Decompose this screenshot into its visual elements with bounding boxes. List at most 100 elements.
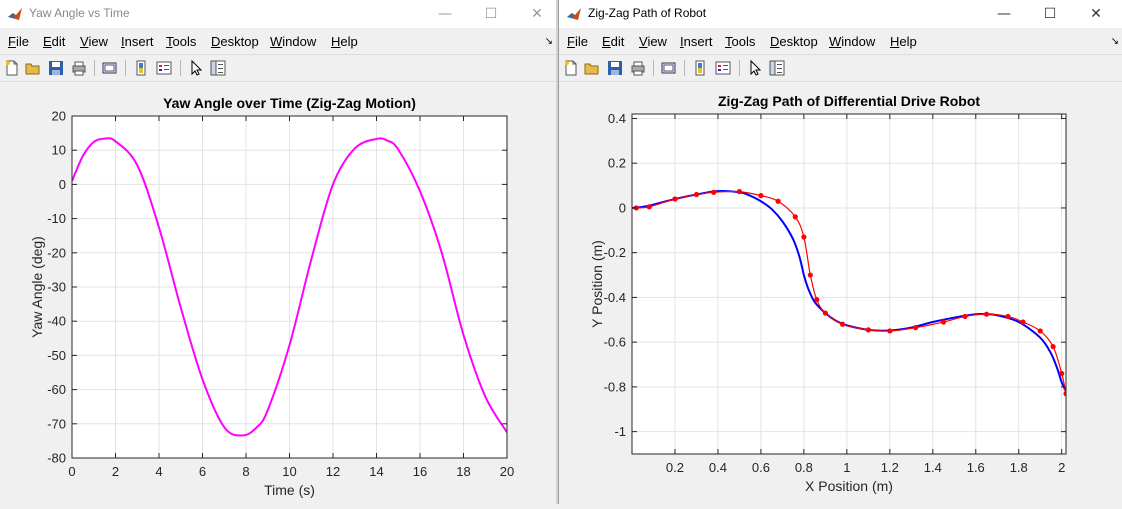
data-point	[962, 313, 968, 320]
data-point	[1050, 344, 1056, 350]
yaw-angle-chart[interactable]: 0 2 4 6 8 10 12 14 16 18 20 20 10 0 -10 -20 -30 -40 -50 -60…	[0, 82, 556, 504]
print-icon[interactable]	[70, 59, 88, 77]
y-tick-label: 0.4	[608, 111, 626, 126]
data-point	[839, 321, 846, 327]
y-tick-label: -20	[47, 245, 66, 260]
edit-plot-icon[interactable]	[746, 59, 764, 77]
toolbar-separator	[125, 60, 126, 76]
save-icon[interactable]	[606, 59, 624, 77]
toolbar-separator	[684, 60, 685, 76]
window-title: Yaw Angle vs Time	[29, 6, 130, 20]
y-tick-label: 0	[59, 177, 66, 192]
figure-canvas: 0.2 0.4 0.6 0.8 1 1.2 1.4 1.6 1.8 2 0.4 0.2 0 -0.2 -0.…	[559, 82, 1122, 504]
edit-plot-icon[interactable]	[187, 59, 205, 77]
menu-tools[interactable]: Tools	[166, 34, 197, 49]
new-figure-icon[interactable]	[3, 59, 21, 77]
y-tick-label: 0.2	[608, 156, 626, 171]
maximize-button[interactable]: ☐	[1043, 6, 1057, 22]
menu-file[interactable]: File	[567, 34, 588, 49]
figure-toolbar	[559, 54, 1122, 82]
title-bar[interactable]: Yaw Angle vs Time — ☐ ✕	[0, 0, 556, 28]
data-point	[758, 193, 764, 199]
window-title: Zig-Zag Path of Robot	[588, 6, 707, 20]
menu-help[interactable]: Help	[890, 34, 917, 49]
y-tick-label: -0.8	[604, 379, 626, 394]
matlab-icon	[8, 8, 22, 20]
y-tick-label: -60	[47, 382, 66, 397]
robot-path-chart[interactable]: 0.2 0.4 0.6 0.8 1 1.2 1.4 1.6 1.8 2 0.4 0.2 0 -0.2 -0.…	[559, 82, 1122, 504]
menu-file[interactable]: File	[8, 34, 29, 49]
menu-window[interactable]: Window	[829, 34, 876, 49]
data-point	[865, 327, 871, 333]
minimize-button[interactable]: —	[438, 6, 452, 22]
colorbar-icon[interactable]	[691, 59, 709, 77]
x-tick-label: 10	[282, 464, 296, 479]
menu-view[interactable]: View	[80, 34, 108, 49]
open-file-icon[interactable]	[24, 59, 42, 77]
axes-box	[631, 113, 1067, 455]
property-inspector-icon[interactable]	[209, 59, 227, 77]
close-button[interactable]: ✕	[1090, 6, 1102, 22]
toolbar-separator	[653, 60, 654, 76]
data-point	[775, 198, 781, 204]
y-axis-label: Y Position (m)	[589, 240, 605, 328]
menu-edit[interactable]: Edit	[43, 34, 66, 49]
x-tick-label: 0.4	[709, 460, 727, 475]
print-preview-icon[interactable]	[101, 59, 119, 77]
title-bar[interactable]: Zig-Zag Path of Robot — ☐ ✕	[559, 0, 1122, 28]
minimize-button[interactable]: —	[997, 6, 1011, 22]
x-tick-label: 0.8	[795, 460, 813, 475]
menu-tools[interactable]: Tools	[725, 34, 756, 49]
data-point	[672, 196, 678, 202]
menu-window[interactable]: Window	[270, 34, 317, 49]
series-line-0	[72, 137, 507, 437]
figure-window-yaw: Yaw Angle vs Time — ☐ ✕ File Edit View I…	[0, 0, 556, 504]
maximize-button[interactable]: ☐	[484, 6, 498, 22]
data-point	[801, 234, 807, 240]
new-figure-icon[interactable]	[562, 59, 580, 77]
x-tick-label: 1	[843, 460, 850, 475]
y-tick-label: -30	[47, 280, 66, 295]
property-inspector-icon[interactable]	[768, 59, 786, 77]
y-axis-label: Yaw Angle (deg)	[29, 236, 45, 338]
print-preview-icon[interactable]	[660, 59, 678, 77]
x-tick-label: 8	[242, 464, 249, 479]
menu-insert[interactable]: Insert	[121, 34, 154, 49]
toolbar-separator	[739, 60, 740, 76]
y-tick-label: -1	[614, 424, 626, 439]
chart-title: Yaw Angle over Time (Zig-Zag Motion)	[163, 95, 416, 111]
y-tick-label: 10	[52, 143, 66, 158]
menu-help[interactable]: Help	[331, 34, 358, 49]
menu-view[interactable]: View	[639, 34, 667, 49]
menu-insert[interactable]: Insert	[680, 34, 713, 49]
data-point	[940, 319, 947, 325]
y-tick-label: 0	[619, 200, 626, 215]
open-file-icon[interactable]	[583, 59, 601, 77]
menu-desktop[interactable]: Desktop	[770, 34, 818, 49]
y-tick-label: -70	[47, 416, 66, 431]
close-button[interactable]: ✕	[531, 6, 543, 22]
print-icon[interactable]	[629, 59, 647, 77]
x-tick-label: 1.6	[967, 460, 985, 475]
x-tick-label: 12	[326, 464, 340, 479]
x-tick-label: 1.4	[924, 460, 942, 475]
y-tick-label: -10	[47, 211, 66, 226]
save-icon[interactable]	[47, 59, 65, 77]
dock-arrow-icon[interactable]: ↘	[544, 36, 553, 47]
x-tick-label: 0.2	[666, 460, 684, 475]
matlab-icon	[567, 8, 581, 20]
y-tick-label: -40	[47, 314, 66, 329]
x-tick-label: 4	[155, 464, 162, 479]
colorbar-icon[interactable]	[132, 59, 150, 77]
legend-icon[interactable]	[714, 59, 732, 77]
data-point	[983, 311, 990, 317]
dock-arrow-icon[interactable]: ↘	[1110, 36, 1119, 47]
x-axis-label: Time (s)	[264, 482, 315, 498]
y-tick-label: -80	[47, 451, 66, 466]
figure-toolbar	[0, 54, 556, 82]
x-tick-label: 1.2	[881, 460, 899, 475]
plot-area	[632, 114, 1066, 454]
menu-desktop[interactable]: Desktop	[211, 34, 259, 49]
legend-icon[interactable]	[155, 59, 173, 77]
menu-edit[interactable]: Edit	[602, 34, 625, 49]
